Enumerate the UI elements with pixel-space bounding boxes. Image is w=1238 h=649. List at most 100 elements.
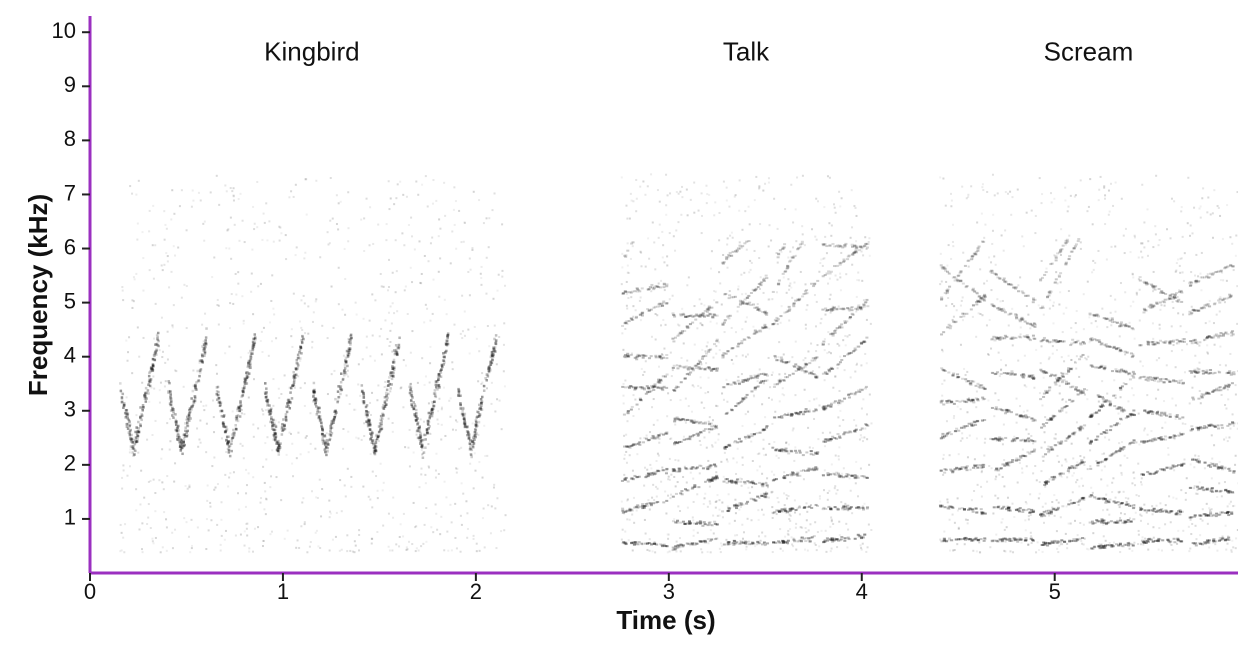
harmonic-dot <box>694 365 697 367</box>
call-dot <box>247 362 250 365</box>
noise-dot <box>647 499 649 501</box>
noise-dot <box>142 290 144 292</box>
harmonic-dot <box>650 309 653 311</box>
harmonic-dot <box>732 347 735 349</box>
noise-dot <box>745 293 747 295</box>
harmonic-dot <box>788 261 791 263</box>
harmonic-dot <box>857 534 860 536</box>
call-dot <box>314 403 317 406</box>
call-dot <box>491 351 494 354</box>
noise-dot <box>1167 454 1169 456</box>
noise-dot <box>818 271 820 273</box>
harmonic-dot <box>665 302 668 304</box>
spectrogram-texture <box>119 173 1238 553</box>
harmonic-dot <box>772 512 775 514</box>
harmonic-dot <box>774 355 777 357</box>
noise-dot <box>159 402 161 404</box>
harmonic-dot <box>711 478 714 480</box>
noise-dot <box>432 531 434 533</box>
noise-dot <box>191 547 193 549</box>
noise-dot <box>688 405 690 407</box>
call-dot <box>299 345 302 348</box>
harmonic-dot <box>840 359 843 361</box>
harmonic-dot <box>748 436 751 438</box>
noise-dot <box>438 473 440 475</box>
noise-dot <box>858 279 860 281</box>
harmonic-dot <box>656 501 659 503</box>
harmonic-dot <box>645 475 648 477</box>
noise-dot <box>768 497 770 499</box>
noise-dot <box>163 488 165 490</box>
noise-dot <box>237 492 239 494</box>
noise-dot <box>805 283 807 285</box>
noise-dot <box>1201 197 1203 199</box>
noise-dot <box>384 381 386 383</box>
call-dot <box>130 434 133 437</box>
noise-dot <box>706 193 708 195</box>
harmonic-dot <box>662 302 665 304</box>
noise-dot <box>642 374 644 376</box>
call-dot <box>323 442 326 445</box>
noise-dot <box>474 326 476 328</box>
noise-dot <box>383 286 385 288</box>
noise-dot <box>304 252 306 254</box>
harmonic-dot <box>741 381 744 383</box>
harmonic-dot <box>686 542 689 544</box>
noise-dot <box>1170 521 1172 523</box>
call-dot <box>122 406 125 409</box>
noise-dot <box>327 243 329 245</box>
call-dot <box>291 397 294 400</box>
harmonic-dot <box>848 352 851 354</box>
noise-dot <box>679 399 681 401</box>
call-dot <box>467 433 470 436</box>
noise-dot <box>261 331 263 333</box>
noise-dot <box>221 437 223 439</box>
noise-dot <box>1182 530 1184 532</box>
noise-dot <box>1039 392 1041 394</box>
harmonic-dot <box>859 245 862 247</box>
noise-dot <box>778 457 780 459</box>
noise-dot <box>840 252 842 254</box>
call-dot <box>249 359 252 362</box>
noise-dot <box>449 416 451 418</box>
noise-dot <box>386 223 388 225</box>
noise-dot <box>630 258 632 260</box>
harmonic-dot <box>804 366 807 368</box>
noise-dot <box>768 182 770 184</box>
call-dot <box>147 392 150 395</box>
call-dot <box>290 387 293 390</box>
noise-dot <box>718 239 720 241</box>
noise-dot <box>1058 545 1060 547</box>
call-dot <box>278 453 281 456</box>
harmonic-dot <box>728 541 731 543</box>
call-dot <box>184 433 187 436</box>
call-dot <box>219 410 222 413</box>
noise-dot <box>782 550 784 552</box>
harmonic-dot <box>738 382 741 384</box>
call-dot <box>224 431 227 434</box>
call-dot <box>189 411 192 414</box>
noise-dot <box>1227 398 1229 400</box>
noise-dot <box>715 501 717 503</box>
noise-dot <box>779 528 781 530</box>
noise-dot <box>626 307 628 309</box>
noise-dot <box>338 267 340 269</box>
noise-dot <box>654 551 656 553</box>
noise-dot <box>381 285 383 287</box>
noise-dot <box>503 370 505 372</box>
noise-dot <box>270 475 272 477</box>
call-dot <box>443 361 446 364</box>
call-dot <box>196 388 199 391</box>
harmonic-dot <box>834 332 837 334</box>
call-dot <box>281 433 284 436</box>
harmonic-dot <box>621 508 624 510</box>
call-dot <box>389 383 392 386</box>
noise-dot <box>245 506 247 508</box>
noise-dot <box>436 419 438 421</box>
noise-dot <box>192 189 194 191</box>
noise-dot <box>771 399 773 401</box>
noise-dot <box>653 241 655 243</box>
noise-dot <box>220 501 222 503</box>
harmonic-dot <box>730 480 733 482</box>
harmonic-dot <box>772 291 775 293</box>
